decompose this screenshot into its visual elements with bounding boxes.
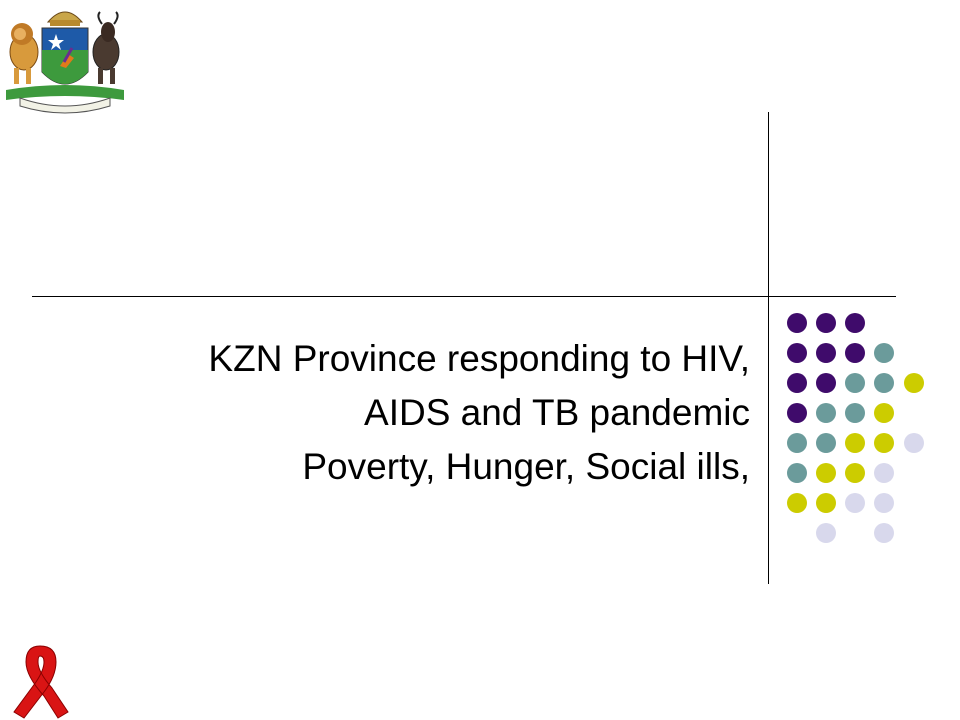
decor-dot [787, 343, 807, 363]
decor-dot [845, 463, 865, 483]
title-line-1: KZN Province responding to HIV, [208, 338, 750, 379]
decor-dot [874, 493, 894, 513]
decor-dot [845, 403, 865, 423]
title-line-2: AIDS and TB pandemic [364, 392, 750, 433]
decor-dot [874, 433, 894, 453]
decor-dot [816, 433, 836, 453]
decor-dot [787, 403, 807, 423]
decor-dot [874, 463, 894, 483]
title-line-3: Poverty, Hunger, Social ills, [302, 446, 750, 487]
decor-dot [787, 463, 807, 483]
decor-dot [787, 373, 807, 393]
decor-dot [787, 493, 807, 513]
decor-dot [845, 343, 865, 363]
decor-dot [874, 373, 894, 393]
decor-dot [816, 313, 836, 333]
horizontal-divider-line [32, 296, 896, 297]
decor-dot [904, 373, 924, 393]
decor-dot [904, 433, 924, 453]
decor-dot [874, 523, 894, 543]
decor-dot [845, 493, 865, 513]
decor-dot [816, 523, 836, 543]
decor-dot [816, 493, 836, 513]
decor-dot [874, 343, 894, 363]
decor-dot [874, 403, 894, 423]
aids-ribbon-icon [13, 645, 69, 719]
decor-dot [845, 433, 865, 453]
decor-dot [845, 313, 865, 333]
slide-title: KZN Province responding to HIV, AIDS and… [50, 332, 750, 494]
decor-dot [816, 373, 836, 393]
coat-of-arms-logo [6, 11, 124, 114]
decor-dot [816, 403, 836, 423]
vertical-divider-line [768, 112, 769, 584]
decor-dot [816, 463, 836, 483]
decor-dot [787, 433, 807, 453]
decor-dot [787, 313, 807, 333]
decor-dot [816, 343, 836, 363]
decor-dot [845, 373, 865, 393]
